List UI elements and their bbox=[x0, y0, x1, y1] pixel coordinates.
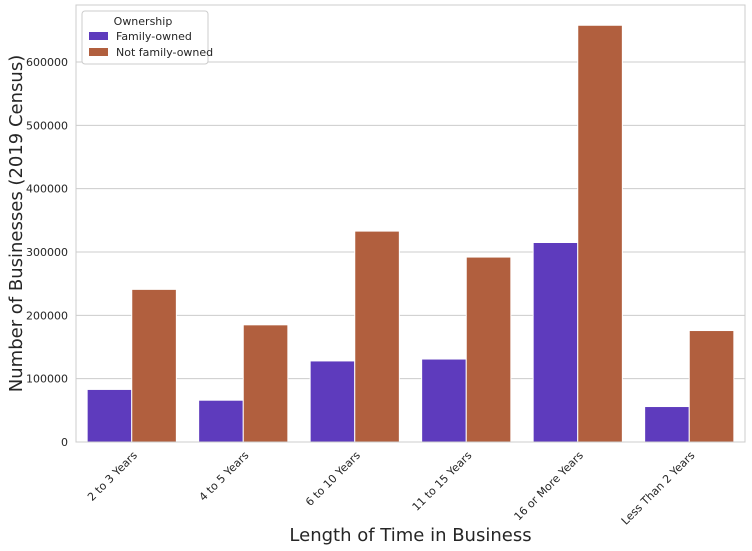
legend: Ownership Family-owned Not family-owned bbox=[81, 10, 213, 65]
x-tick-label: 6 to 10 Years bbox=[303, 449, 363, 509]
x-tick-label: Less Than 2 Years bbox=[619, 449, 698, 528]
y-tick-label: 400000 bbox=[26, 183, 68, 196]
plot-frame bbox=[75, 4, 746, 443]
y-tick-label: 200000 bbox=[26, 309, 68, 322]
bar-family-owned-4-to-5-years bbox=[198, 399, 244, 443]
bar-not-family-owned-4-to-5-years bbox=[242, 324, 289, 443]
y-tick-label: 600000 bbox=[26, 56, 68, 69]
bar-not-family-owned-16-or-more-years bbox=[577, 24, 623, 443]
x-tick-label: 11 to 15 Years bbox=[410, 449, 475, 514]
bar-not-family-owned-2-to-3-years bbox=[131, 288, 177, 443]
x-tick-label: 4 to 5 Years bbox=[197, 449, 252, 504]
y-axis-title: Number of Businesses (2019 Census) bbox=[6, 55, 27, 392]
bar-family-owned-6-to-10-years bbox=[309, 360, 356, 443]
x-axis-title: Length of Time in Business bbox=[289, 525, 531, 546]
x-tick-label: 2 to 3 Years bbox=[85, 449, 140, 504]
bar-not-family-owned-6-to-10-years bbox=[354, 230, 400, 443]
bars bbox=[86, 24, 735, 443]
bar-family-owned-2-to-3-years bbox=[86, 388, 133, 443]
legend-label-not-family-owned: Not family-owned bbox=[116, 46, 213, 59]
legend-swatch-not-family-owned bbox=[89, 48, 108, 56]
bar-not-family-owned-11-to-15-years bbox=[465, 256, 512, 443]
bar-family-owned-less-than-2-years bbox=[644, 406, 690, 443]
legend-box bbox=[81, 10, 209, 65]
x-tick-label: 16 or More Years bbox=[512, 449, 586, 523]
legend-label-family-owned: Family-owned bbox=[116, 30, 192, 43]
y-tick-label: 100000 bbox=[26, 373, 68, 386]
bar-family-owned-11-to-15-years bbox=[421, 358, 467, 443]
y-tick-labels: 0 100000 200000 300000 400000 500000 600000 bbox=[26, 56, 68, 449]
x-tick-labels: 2 to 3 Years 4 to 5 Years 6 to 10 Years 11 … bbox=[85, 449, 698, 528]
bar-family-owned-16-or-more-years bbox=[532, 242, 579, 443]
legend-title: Ownership bbox=[114, 15, 173, 28]
y-tick-label: 0 bbox=[61, 436, 68, 449]
bar-not-family-owned-less-than-2-years bbox=[688, 330, 735, 443]
y-tick-label: 500000 bbox=[26, 119, 68, 132]
legend-swatch-family-owned bbox=[89, 32, 108, 40]
y-tick-label: 300000 bbox=[26, 246, 68, 259]
